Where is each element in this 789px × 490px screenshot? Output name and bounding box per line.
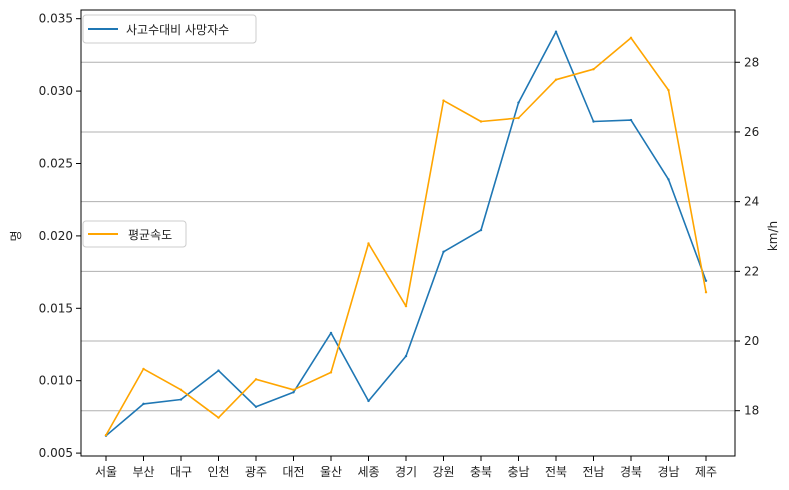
axes: 0.005 0.010 0.015 0.020 0.025 0.030 0.035 18 20 2… — [39, 12, 760, 479]
data-point — [404, 304, 408, 308]
y-tick-label: 0.010 — [39, 374, 73, 388]
data-point — [517, 116, 520, 120]
data-point — [179, 398, 183, 401]
x-tick-label: 충남 — [507, 465, 529, 479]
data-point — [254, 378, 258, 381]
y-tick-label: 0.005 — [39, 446, 73, 460]
data-point — [217, 416, 220, 419]
series-fatality-ratio — [104, 30, 708, 437]
y2-tick-label: 28 — [744, 55, 759, 69]
data-point — [329, 371, 333, 374]
x-tick-label: 대구 — [170, 465, 192, 479]
data-point — [629, 118, 633, 122]
y2-tick-label: 20 — [744, 334, 759, 348]
x-tick-label: 충북 — [470, 465, 492, 479]
x-tick-label: 강원 — [432, 465, 454, 479]
data-point — [629, 36, 633, 40]
x-tick-label: 인천 — [207, 464, 229, 479]
data-point — [479, 228, 483, 232]
y2-tick-label: 22 — [744, 264, 759, 278]
data-point — [217, 369, 220, 372]
data-point — [479, 120, 483, 123]
y2-tick-label: 24 — [744, 195, 759, 209]
y2-tick-label: 18 — [744, 404, 759, 418]
data-point — [592, 120, 595, 123]
x-tick-label: 경북 — [620, 465, 642, 479]
data-point — [667, 178, 670, 181]
x-tick-label: 경기 — [395, 465, 417, 479]
legend-label: 평균속도 — [128, 228, 172, 242]
data-point — [367, 399, 370, 403]
data-point — [142, 367, 145, 371]
data-point — [104, 433, 108, 437]
x-tick-label: 광주 — [245, 465, 267, 479]
data-point — [554, 30, 558, 33]
y-tick-label: 0.030 — [39, 84, 73, 98]
data-point — [442, 250, 445, 254]
plot-background — [81, 10, 735, 456]
plot-frame — [80, 9, 736, 457]
data-point — [292, 391, 295, 394]
x-tick-label: 경남 — [657, 465, 679, 479]
series-layer — [104, 30, 708, 437]
data-point — [404, 354, 408, 358]
x-tick-label: 서울 — [95, 465, 117, 479]
data-point — [254, 405, 258, 408]
data-point — [442, 99, 445, 102]
legend-series-2: 평균속도 — [82, 220, 187, 248]
x-tick-label: 세종 — [357, 465, 379, 479]
data-point — [704, 279, 708, 282]
y-axis-title: 명 — [9, 230, 23, 241]
data-point — [367, 242, 370, 245]
y2-tick-label: 26 — [744, 125, 759, 139]
x-tick-label: 울산 — [320, 465, 342, 479]
x-tick-label: 전남 — [582, 465, 604, 479]
data-point — [329, 331, 333, 335]
y-tick-label: 0.020 — [39, 229, 73, 243]
y-tick-label: 0.035 — [39, 12, 73, 26]
legend-box — [82, 14, 257, 44]
x-tick-label: 부산 — [132, 465, 154, 479]
data-point — [704, 291, 708, 294]
data-point — [517, 101, 520, 104]
grid — [81, 61, 735, 412]
legend-label: 사고수대비 사망자수 — [126, 23, 229, 37]
data-point — [554, 78, 558, 81]
legend-box — [82, 220, 187, 248]
data-point — [592, 68, 595, 71]
x-tick-label: 대전 — [282, 465, 304, 479]
data-point — [179, 388, 183, 391]
x-tick-label: 전북 — [545, 465, 567, 479]
x-tick-label: 제주 — [695, 465, 717, 479]
data-point — [142, 402, 145, 406]
y-tick-label: 0.015 — [39, 301, 73, 315]
series-avg-speed — [104, 36, 708, 437]
legend-series-1: 사고수대비 사망자수 — [82, 14, 257, 44]
y2-axis-title: km/h — [766, 221, 780, 251]
data-point — [667, 88, 670, 92]
data-point — [292, 388, 295, 391]
y-tick-label: 0.025 — [39, 156, 73, 170]
